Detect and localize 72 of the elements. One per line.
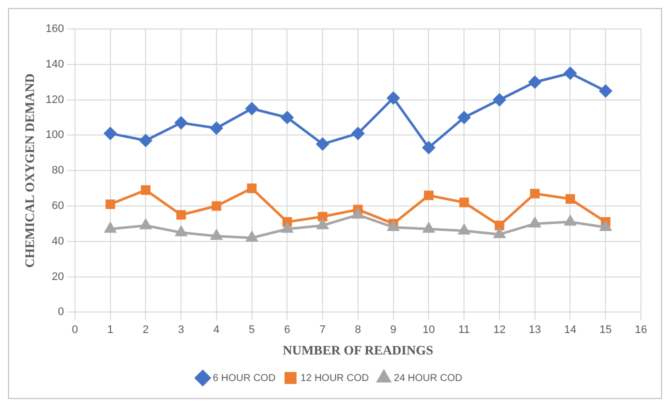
x-axis-title: NUMBER OF READINGS — [282, 342, 434, 358]
y-tick-label: 60 — [52, 200, 64, 212]
x-tick-label: 5 — [248, 324, 255, 336]
y-tick-label: 100 — [46, 129, 64, 142]
point — [176, 210, 186, 220]
point — [493, 94, 506, 106]
point — [458, 224, 470, 235]
point — [564, 67, 576, 80]
point — [458, 111, 470, 124]
y-tick-label: 120 — [46, 94, 64, 106]
point — [317, 219, 328, 230]
point — [529, 217, 540, 228]
point — [247, 184, 257, 194]
x-tick-label: 15 — [599, 324, 612, 336]
point — [140, 185, 150, 195]
point — [210, 122, 223, 134]
y-tick-label: 0 — [58, 306, 64, 318]
point — [280, 111, 294, 124]
y-axis-title: CHEMICAL OXYGEN DEMAND — [22, 73, 38, 268]
point — [352, 127, 364, 140]
point — [282, 222, 293, 233]
point — [424, 190, 434, 200]
point — [459, 198, 469, 208]
x-tick-label: 8 — [354, 324, 362, 336]
y-tick-label: 80 — [52, 164, 64, 177]
point — [246, 232, 258, 242]
point — [212, 201, 222, 211]
legend-label: 24 HOUR COD — [394, 372, 462, 384]
x-tick-label: 10 — [422, 324, 435, 336]
legend-label: 6 HOUR COD — [212, 372, 276, 384]
point — [423, 222, 434, 233]
point — [599, 84, 612, 98]
x-tick-label: 3 — [178, 324, 184, 336]
point — [316, 138, 329, 150]
x-tick-label: 14 — [564, 324, 576, 336]
x-tick-label: 4 — [213, 324, 220, 336]
point — [352, 208, 364, 219]
point — [564, 216, 576, 226]
x-tick-label: 11 — [458, 324, 470, 336]
point — [387, 92, 400, 104]
y-tick-label: 140 — [46, 58, 64, 70]
y-tick-label: 40 — [52, 235, 64, 248]
point — [530, 188, 540, 198]
point — [246, 102, 258, 115]
x-tick-label: 6 — [284, 324, 290, 336]
x-tick-label: 16 — [634, 324, 648, 336]
x-tick-label: 1 — [107, 324, 114, 336]
point — [494, 220, 504, 230]
y-tick-label: 160 — [46, 23, 64, 36]
x-tick-label: 2 — [142, 324, 149, 336]
point — [104, 127, 117, 140]
y-tick-label: 20 — [52, 270, 64, 283]
x-tick-label: 0 — [72, 324, 78, 336]
point — [104, 222, 116, 233]
point — [140, 219, 152, 230]
point — [176, 226, 187, 236]
x-tick-label: 13 — [528, 324, 541, 336]
point — [388, 220, 399, 231]
legend-label: 12 HOUR COD — [300, 372, 369, 384]
point — [210, 230, 222, 240]
point — [422, 141, 435, 154]
x-tick-label: 12 — [493, 324, 506, 336]
x-tick-label: 9 — [390, 324, 396, 336]
point — [318, 212, 328, 222]
point — [106, 199, 116, 210]
point — [600, 220, 612, 231]
point — [494, 228, 506, 238]
point — [174, 116, 188, 130]
point — [528, 76, 542, 88]
point — [139, 134, 152, 147]
x-tick-label: 7 — [320, 324, 326, 336]
point — [565, 194, 576, 204]
